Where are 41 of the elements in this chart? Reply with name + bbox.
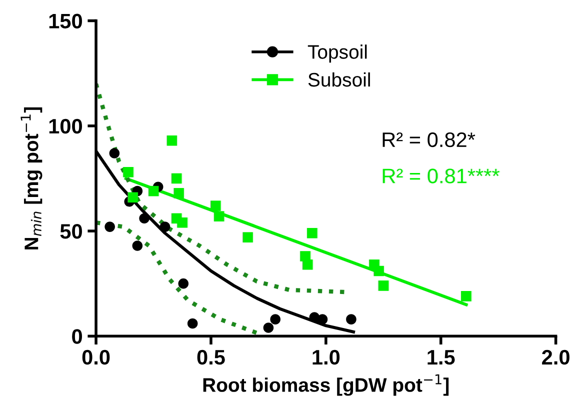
point	[148, 186, 159, 196]
point	[160, 222, 170, 232]
point	[378, 280, 389, 291]
y-tick-label: 50	[60, 224, 82, 239]
point	[171, 173, 182, 184]
x-tick-label: 0.0	[82, 350, 110, 365]
point	[123, 166, 134, 178]
point	[139, 213, 150, 224]
point	[461, 291, 472, 302]
y-tick-label: 150	[49, 14, 82, 29]
point	[132, 240, 143, 251]
annotation: R² = 0.81****	[382, 168, 500, 184]
legend-label: Subsoil	[308, 72, 370, 87]
point	[187, 318, 198, 329]
point	[178, 278, 189, 289]
point	[210, 200, 221, 211]
point	[270, 314, 280, 324]
point	[109, 148, 120, 158]
annotation: R² = 0.82*	[382, 132, 476, 148]
point	[128, 192, 138, 203]
point	[263, 322, 274, 333]
point	[242, 232, 253, 242]
point	[104, 222, 115, 232]
x-axis-title: Root biomass [gDW pot$^{−1}$]	[203, 374, 449, 396]
point	[214, 211, 224, 222]
point	[166, 135, 178, 146]
point	[306, 228, 318, 238]
x-tick-label: 1.5	[428, 350, 455, 365]
point	[174, 188, 184, 198]
x-tick-label: 1.0	[312, 350, 340, 365]
x-tick-label: 0.5	[197, 350, 225, 365]
point	[302, 260, 313, 270]
y-tick-label: 0	[72, 329, 82, 344]
x-tick-label: 2.0	[542, 350, 570, 365]
y-axis-title: N$_{min}$ [mg pot$^{−1}$]	[20, 107, 42, 250]
y-tick-label: 100	[49, 118, 82, 134]
point	[177, 217, 188, 228]
point	[346, 314, 356, 324]
legend-label: Topsoil	[308, 44, 367, 63]
point	[374, 266, 384, 276]
point	[317, 314, 328, 324]
